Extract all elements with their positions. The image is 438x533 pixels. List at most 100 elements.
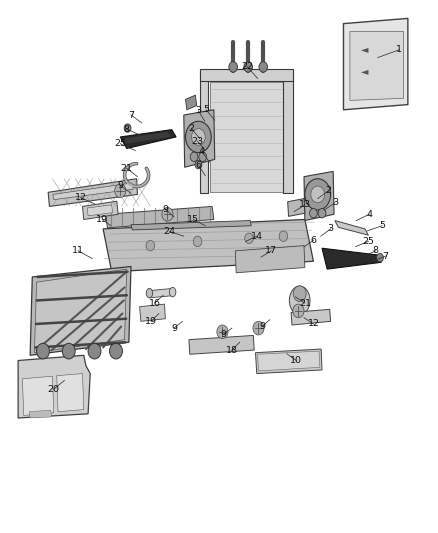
Circle shape <box>253 321 264 335</box>
Circle shape <box>190 152 198 161</box>
Ellipse shape <box>146 288 153 298</box>
Polygon shape <box>53 183 133 200</box>
Text: 9: 9 <box>259 322 265 331</box>
Polygon shape <box>22 376 54 415</box>
Circle shape <box>110 343 122 359</box>
Text: 9: 9 <box>117 181 123 190</box>
Text: 2: 2 <box>188 124 194 133</box>
Polygon shape <box>87 205 113 216</box>
Text: 5: 5 <box>203 106 209 114</box>
Text: 5: 5 <box>379 221 385 230</box>
Polygon shape <box>103 220 314 272</box>
Polygon shape <box>18 356 90 418</box>
Text: 18: 18 <box>226 345 238 354</box>
Circle shape <box>229 62 237 72</box>
Polygon shape <box>124 132 171 144</box>
Text: 23: 23 <box>191 136 204 146</box>
Circle shape <box>88 343 101 359</box>
Text: 21: 21 <box>121 164 133 173</box>
Text: 8: 8 <box>124 125 130 134</box>
Polygon shape <box>235 246 305 273</box>
Text: 9: 9 <box>220 330 226 339</box>
Text: 4: 4 <box>366 210 372 219</box>
Text: 1: 1 <box>396 45 402 54</box>
Polygon shape <box>189 335 254 354</box>
Text: 8: 8 <box>373 246 379 255</box>
Circle shape <box>193 236 202 247</box>
Circle shape <box>146 240 155 251</box>
Polygon shape <box>184 110 215 167</box>
Text: 16: 16 <box>148 298 161 308</box>
Circle shape <box>124 124 131 132</box>
Circle shape <box>293 304 304 318</box>
Ellipse shape <box>290 286 310 315</box>
Circle shape <box>305 179 331 210</box>
Circle shape <box>162 207 173 221</box>
Text: ◄: ◄ <box>360 66 368 76</box>
Circle shape <box>310 208 317 218</box>
Text: 9: 9 <box>171 324 177 333</box>
Text: 17: 17 <box>265 246 277 255</box>
Polygon shape <box>106 206 214 228</box>
Text: 25: 25 <box>114 139 126 148</box>
Polygon shape <box>283 71 293 193</box>
Text: 24: 24 <box>164 227 176 236</box>
Circle shape <box>377 254 383 262</box>
Polygon shape <box>291 309 331 325</box>
Circle shape <box>217 325 228 338</box>
Text: 11: 11 <box>72 246 84 255</box>
Polygon shape <box>186 95 197 110</box>
Circle shape <box>259 62 268 72</box>
Polygon shape <box>258 351 320 371</box>
Text: 15: 15 <box>187 215 199 224</box>
Circle shape <box>186 122 211 152</box>
Polygon shape <box>200 69 293 81</box>
Circle shape <box>195 160 202 169</box>
Circle shape <box>293 286 306 302</box>
Text: 4: 4 <box>199 147 205 156</box>
Text: 9: 9 <box>162 205 168 214</box>
Text: 12: 12 <box>75 193 87 202</box>
Text: 13: 13 <box>299 200 311 209</box>
Polygon shape <box>209 82 283 192</box>
Ellipse shape <box>170 287 176 297</box>
Polygon shape <box>288 199 305 216</box>
Polygon shape <box>35 269 127 353</box>
Circle shape <box>36 343 49 359</box>
Text: 12: 12 <box>307 319 319 328</box>
Text: 14: 14 <box>251 232 263 241</box>
Polygon shape <box>82 201 118 220</box>
Text: 3: 3 <box>332 198 338 207</box>
Circle shape <box>199 152 207 161</box>
Polygon shape <box>343 19 408 110</box>
Polygon shape <box>335 221 368 235</box>
Polygon shape <box>255 349 322 374</box>
Text: 3: 3 <box>328 224 334 233</box>
Text: 19: 19 <box>145 317 157 326</box>
Text: 19: 19 <box>96 215 108 224</box>
Polygon shape <box>30 266 131 356</box>
Polygon shape <box>200 71 208 193</box>
Polygon shape <box>322 248 381 269</box>
Text: 21: 21 <box>299 298 311 308</box>
Polygon shape <box>29 410 52 418</box>
Circle shape <box>318 208 326 218</box>
Text: ◄: ◄ <box>360 44 368 54</box>
Circle shape <box>115 184 126 198</box>
Polygon shape <box>140 304 166 321</box>
Circle shape <box>279 231 288 241</box>
Polygon shape <box>304 172 334 221</box>
Circle shape <box>244 62 252 72</box>
Text: 2: 2 <box>325 186 332 195</box>
Polygon shape <box>48 179 138 206</box>
Polygon shape <box>57 374 84 411</box>
Text: 7: 7 <box>382 252 389 261</box>
Text: 7: 7 <box>128 110 134 119</box>
Text: 3: 3 <box>195 107 201 115</box>
Polygon shape <box>120 130 176 149</box>
Circle shape <box>311 186 325 203</box>
Text: 25: 25 <box>362 237 374 246</box>
Polygon shape <box>131 221 251 230</box>
Polygon shape <box>350 31 403 100</box>
Text: 6: 6 <box>311 236 316 245</box>
